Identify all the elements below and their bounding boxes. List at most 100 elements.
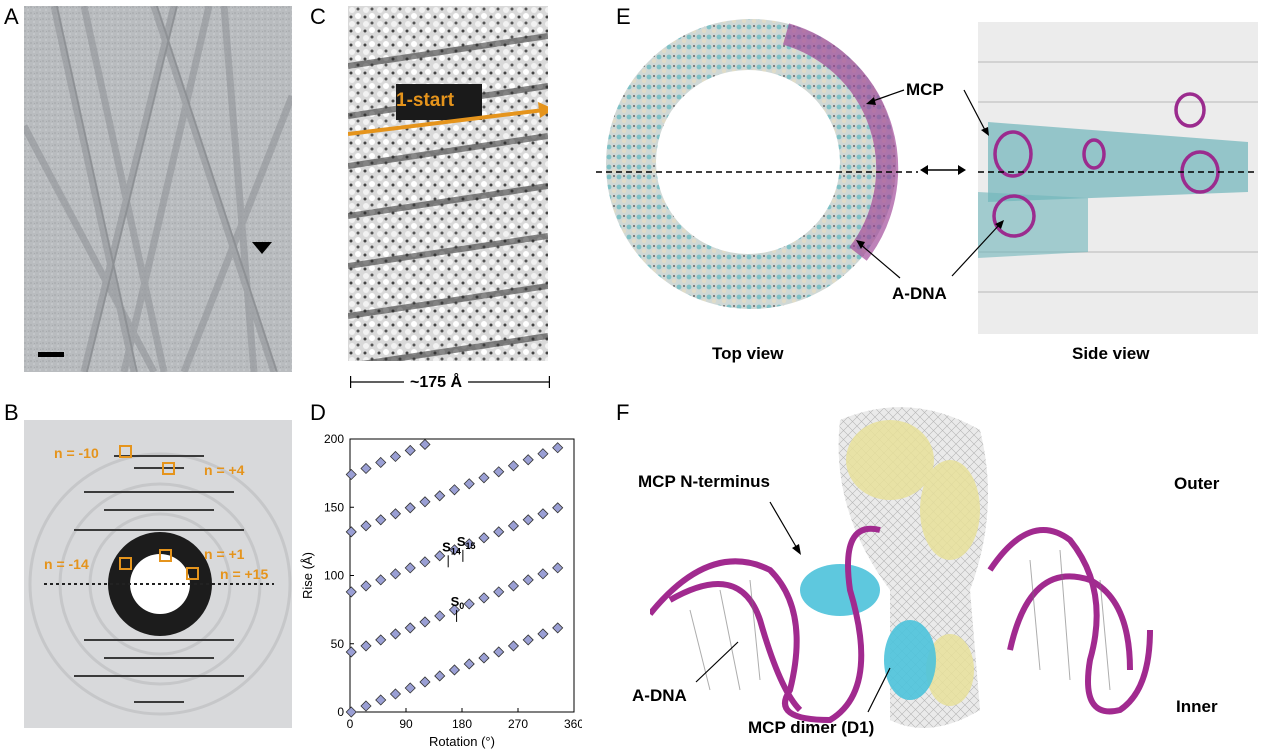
- panel-b-letter: B: [4, 400, 19, 425]
- data-point: [360, 580, 372, 592]
- data-point: [448, 544, 461, 556]
- data-point: [404, 444, 416, 457]
- x-axis-label: Rotation (°): [429, 734, 495, 749]
- data-point: [389, 450, 402, 463]
- data-point: [434, 550, 446, 562]
- data-point: [493, 586, 505, 598]
- data-point: [522, 454, 534, 466]
- top-view-caption: Top view: [712, 344, 784, 363]
- helix-start-label: 1-start: [396, 90, 455, 111]
- data-point: [389, 688, 402, 700]
- data-point: [345, 586, 357, 598]
- data-point: [375, 456, 387, 469]
- data-point: [434, 670, 446, 682]
- side-view-caption: Side view: [1072, 344, 1150, 363]
- data-point: [404, 622, 416, 634]
- data-point: [493, 526, 505, 538]
- panel-f-leaders: [695, 501, 891, 713]
- top-view-structure: [596, 14, 918, 314]
- data-point: [463, 478, 475, 490]
- data-point: [493, 466, 505, 478]
- data-point: [522, 634, 534, 646]
- data-point: [507, 460, 520, 472]
- panel-f-letter: F: [616, 400, 630, 425]
- y-axis-label: Rise (Å): [300, 552, 315, 599]
- data-point: [375, 574, 387, 586]
- data-point: [463, 658, 475, 670]
- data-point: [389, 628, 402, 640]
- data-point: [478, 592, 490, 604]
- data-point: [419, 496, 431, 508]
- data-point: [434, 490, 446, 502]
- helical-density-map: [348, 6, 548, 361]
- panel-a-letter: A: [4, 4, 19, 29]
- data-point: [375, 694, 387, 706]
- data-point: [448, 484, 461, 496]
- a-dna-label: A-DNA: [632, 686, 687, 705]
- dimer-label: MCP dimer (D1): [748, 718, 875, 737]
- panel-d-letter: D: [310, 400, 326, 425]
- data-point: [345, 646, 357, 658]
- diffraction-pattern: [24, 420, 292, 728]
- data-point: [345, 468, 357, 481]
- double-arrow-icon: [918, 160, 968, 180]
- data-point: [463, 538, 475, 550]
- n-terminus-label: MCP N-terminus: [638, 472, 770, 491]
- data-point: [537, 448, 549, 460]
- data-point: [507, 640, 520, 652]
- data-point: [360, 640, 372, 652]
- data-point: [419, 616, 431, 628]
- y-tick-label: 0: [337, 705, 344, 719]
- data-point: [360, 700, 372, 712]
- x-tick-label: 0: [347, 717, 354, 731]
- data-point: [552, 502, 564, 514]
- mcp-label: MCP: [906, 80, 944, 99]
- scale-bar: [38, 352, 64, 357]
- data-point: [389, 508, 402, 520]
- data-point: [375, 514, 387, 526]
- layer-line-label: n = +15: [220, 566, 269, 582]
- data-point: [552, 562, 564, 574]
- data-point: [507, 520, 520, 532]
- data-point: [389, 568, 402, 580]
- y-tick-label: 50: [331, 637, 345, 651]
- panel-e-letter: E: [616, 4, 631, 29]
- data-point: [522, 514, 534, 526]
- data-point: [360, 462, 372, 475]
- data-point: [478, 472, 490, 484]
- micrograph-image: [24, 6, 292, 372]
- y-tick-label: 100: [324, 569, 344, 583]
- x-tick-label: 360: [564, 717, 582, 731]
- data-point: [448, 664, 461, 676]
- layer-line-label: n = -10: [54, 445, 99, 461]
- data-point: [360, 520, 372, 532]
- data-point: [552, 622, 564, 634]
- dimer-dna-model: [647, 390, 1180, 742]
- outer-label: Outer: [1174, 474, 1220, 493]
- side-view-structure: [978, 22, 1258, 334]
- plot-frame: [349, 438, 575, 713]
- width-label: ~175 Å: [404, 374, 469, 392]
- x-tick-label: 90: [399, 717, 413, 731]
- data-point: [537, 628, 549, 640]
- a-dna-label: A-DNA: [892, 284, 947, 303]
- data-point: [404, 682, 416, 694]
- data-point: [419, 556, 431, 568]
- data-point: [404, 562, 416, 574]
- data-point: [493, 646, 505, 658]
- layer-line-label: n = +1: [204, 546, 245, 562]
- leader-lines: [856, 89, 1004, 279]
- data-point: [537, 568, 549, 580]
- data-point: [478, 532, 490, 544]
- data-point: [345, 526, 357, 538]
- data-point: [463, 598, 475, 610]
- data-point: [375, 634, 387, 646]
- inner-label: Inner: [1176, 697, 1218, 716]
- y-tick-label: 150: [324, 500, 344, 514]
- rise-rotation-chart: 0 90 180 270 360 0 50 100 150 200 Rotation (°) Rise…: [300, 432, 582, 749]
- arrowhead-marker: [252, 242, 272, 254]
- data-point: [537, 508, 549, 520]
- y-tick-label: 200: [324, 432, 344, 446]
- data-point: [552, 442, 564, 454]
- data-point: [404, 502, 416, 514]
